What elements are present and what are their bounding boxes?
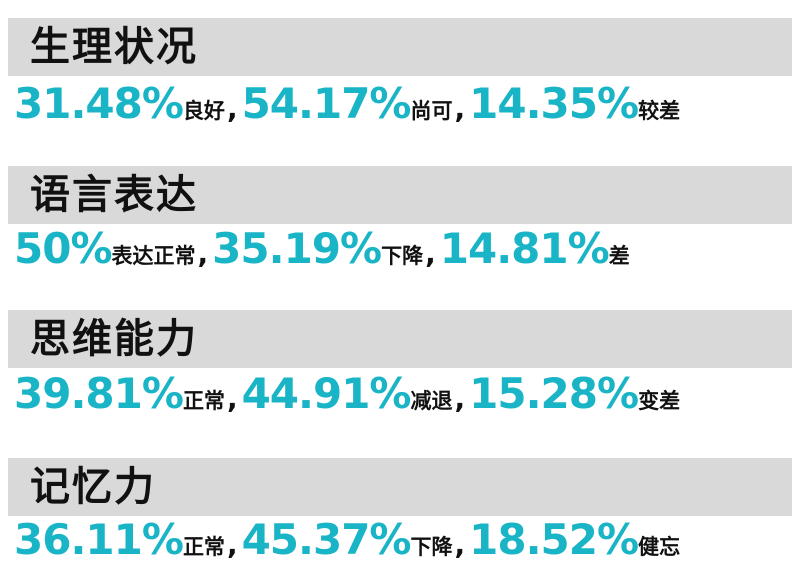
stat-value: 54.17%: [241, 79, 412, 128]
stat-value: 18.52%: [469, 515, 639, 564]
separator: ,: [454, 382, 466, 415]
stat-label: 健忘: [638, 535, 681, 559]
stats-row: 36.11%正常,45.37%下降,18.52%健忘: [14, 512, 680, 568]
stat-label: 表达正常: [111, 244, 196, 268]
stat-value: 39.81%: [14, 369, 184, 418]
section-header: 思维能力: [8, 310, 792, 368]
stat-label: 下降: [410, 535, 453, 559]
separator: ,: [454, 92, 466, 125]
separator: ,: [226, 382, 238, 415]
stat-label: 减退: [410, 389, 453, 413]
stat-label: 变差: [638, 389, 681, 413]
stats-row: 31.48%良好,54.17%尚可,14.35%较差: [14, 76, 680, 132]
stat-label: 尚可: [410, 99, 453, 123]
stat-label: 正常: [182, 389, 225, 413]
section-title: 记忆力: [30, 464, 156, 510]
separator: ,: [197, 237, 209, 270]
section-title: 生理状况: [30, 24, 198, 70]
stat-value: 31.48%: [14, 79, 184, 128]
stat-value: 50%: [14, 224, 113, 273]
section-header: 生理状况: [8, 18, 792, 76]
section-header: 记忆力: [8, 458, 792, 516]
stat-value: 14.35%: [469, 79, 639, 128]
stat-label: 下降: [381, 244, 424, 268]
section-title: 语言表达: [30, 172, 198, 218]
separator: ,: [226, 92, 238, 125]
stat-value: 35.19%: [212, 224, 382, 273]
section-title: 思维能力: [30, 316, 198, 362]
stat-label: 较差: [638, 99, 681, 123]
separator: ,: [425, 237, 436, 270]
stat-value: 15.28%: [469, 369, 639, 418]
stat-value: 44.91%: [241, 369, 412, 418]
stat-value: 14.81%: [439, 224, 610, 273]
section-header: 语言表达: [8, 166, 792, 224]
stat-value: 45.37%: [241, 515, 412, 564]
separator: ,: [454, 528, 466, 561]
separator: ,: [226, 528, 238, 561]
stat-label: 良好: [182, 99, 225, 123]
stat-label: 正常: [182, 535, 225, 559]
stats-row: 50%表达正常,35.19%下降,14.81%差: [14, 221, 630, 277]
stats-row: 39.81%正常,44.91%减退,15.28%变差: [14, 366, 680, 422]
stat-value: 36.11%: [14, 515, 184, 564]
stat-label: 差: [608, 244, 630, 268]
